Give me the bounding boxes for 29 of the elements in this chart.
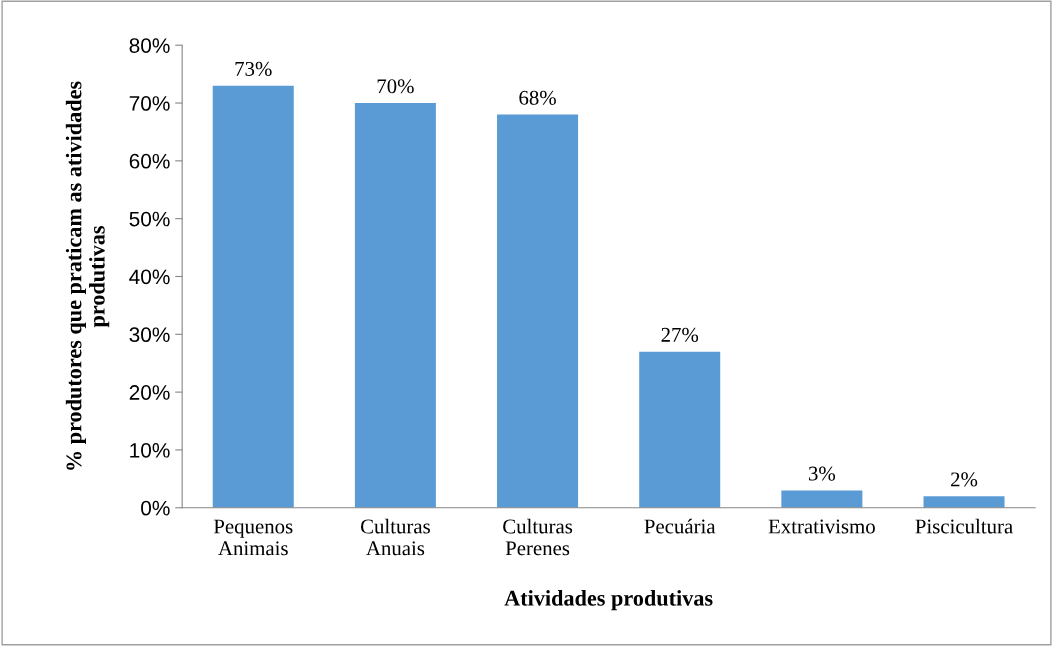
data-label: 68% xyxy=(519,90,556,105)
x-tick-label: Extrativismo xyxy=(768,519,875,534)
x-tick-label: Culturas Perenes xyxy=(503,518,573,556)
y-tick-label: 30% xyxy=(129,327,170,343)
x-tick-label: Culturas Anuais xyxy=(360,518,430,556)
y-tick-label: 80% xyxy=(129,38,170,53)
x-axis-title: Atividades produtivas xyxy=(504,590,713,611)
y-tick-label: 0% xyxy=(141,500,170,516)
y-tick-label: 50% xyxy=(129,211,170,227)
data-label: 73% xyxy=(235,61,272,76)
x-tick-label: Pecuária xyxy=(644,518,716,534)
bar xyxy=(781,490,863,508)
data-label: 3% xyxy=(808,466,836,481)
bar xyxy=(354,103,436,508)
y-tick-label: 10% xyxy=(130,442,170,458)
y-tick-label: 20% xyxy=(129,385,170,400)
bar xyxy=(639,351,721,508)
bar xyxy=(212,85,294,508)
data-label: 27% xyxy=(661,327,699,342)
bar xyxy=(497,114,579,508)
y-axis-title: % produtores que praticam as atividades produtivas xyxy=(65,81,110,470)
y-tick-label: 40% xyxy=(129,269,170,285)
bar xyxy=(923,496,1005,508)
data-label: 70% xyxy=(377,79,414,94)
data-label: 2% xyxy=(951,472,978,487)
y-tick-label: 60% xyxy=(129,153,170,169)
y-tick-label: 70% xyxy=(129,96,170,111)
x-tick-label: Pequenos Animais xyxy=(213,519,293,556)
x-tick-label: Piscicultura xyxy=(915,518,1013,534)
